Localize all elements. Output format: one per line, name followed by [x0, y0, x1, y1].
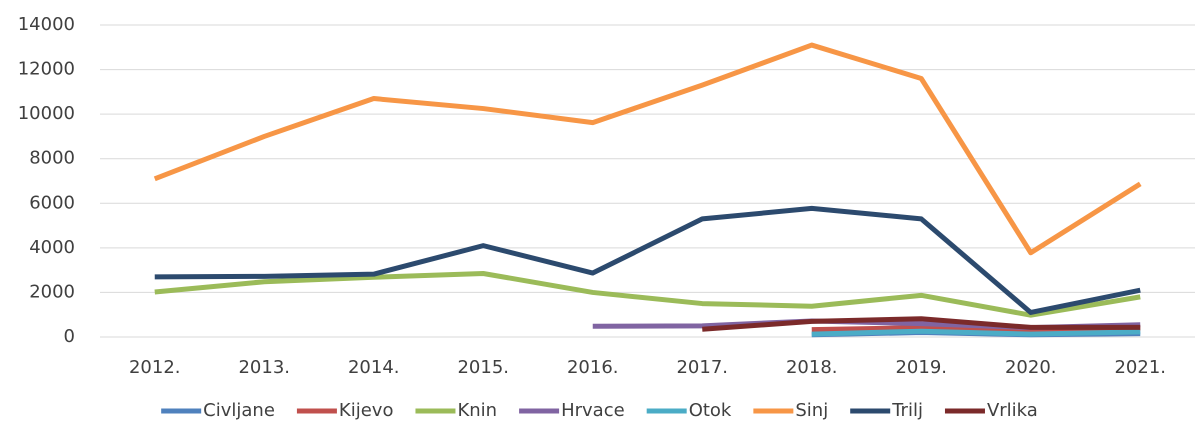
series-line	[811, 328, 1141, 337]
legend-label: Civljane	[203, 400, 275, 421]
legend-label: Knin	[457, 400, 497, 421]
x-tick-label: 2015.	[457, 357, 509, 378]
x-tick-label: 2018.	[786, 357, 838, 378]
x-tick-label: 2012.	[129, 357, 181, 378]
x-tick-label: 2019.	[895, 357, 947, 378]
y-tick-label: 10000	[18, 103, 75, 124]
y-tick-label: 12000	[18, 59, 75, 80]
legend-label: Trilj	[891, 400, 923, 421]
y-tick-label: 8000	[29, 148, 75, 169]
y-tick-label: 0	[64, 326, 75, 347]
series-line	[154, 270, 1141, 318]
x-tick-label: 2017.	[676, 357, 728, 378]
legend-label: Kijevo	[339, 400, 394, 421]
y-tick-label: 2000	[29, 281, 75, 302]
series-line	[702, 316, 1141, 332]
series-line	[153, 42, 1142, 256]
legend-label: Sinj	[795, 400, 828, 421]
series-line	[154, 205, 1141, 315]
x-tick-label: 2020.	[1005, 357, 1057, 378]
x-tick-label: 2014.	[348, 357, 400, 378]
legend-label: Otok	[689, 400, 732, 421]
y-tick-label: 14000	[18, 14, 75, 35]
legend-label: Vrlika	[987, 400, 1038, 421]
x-tick-label: 2021.	[1114, 357, 1166, 378]
y-tick-label: 6000	[29, 192, 75, 213]
legend-label: Hrvace	[561, 400, 625, 421]
y-tick-label: 4000	[29, 237, 75, 258]
x-tick-label: 2013.	[238, 357, 290, 378]
x-tick-label: 2016.	[567, 357, 619, 378]
